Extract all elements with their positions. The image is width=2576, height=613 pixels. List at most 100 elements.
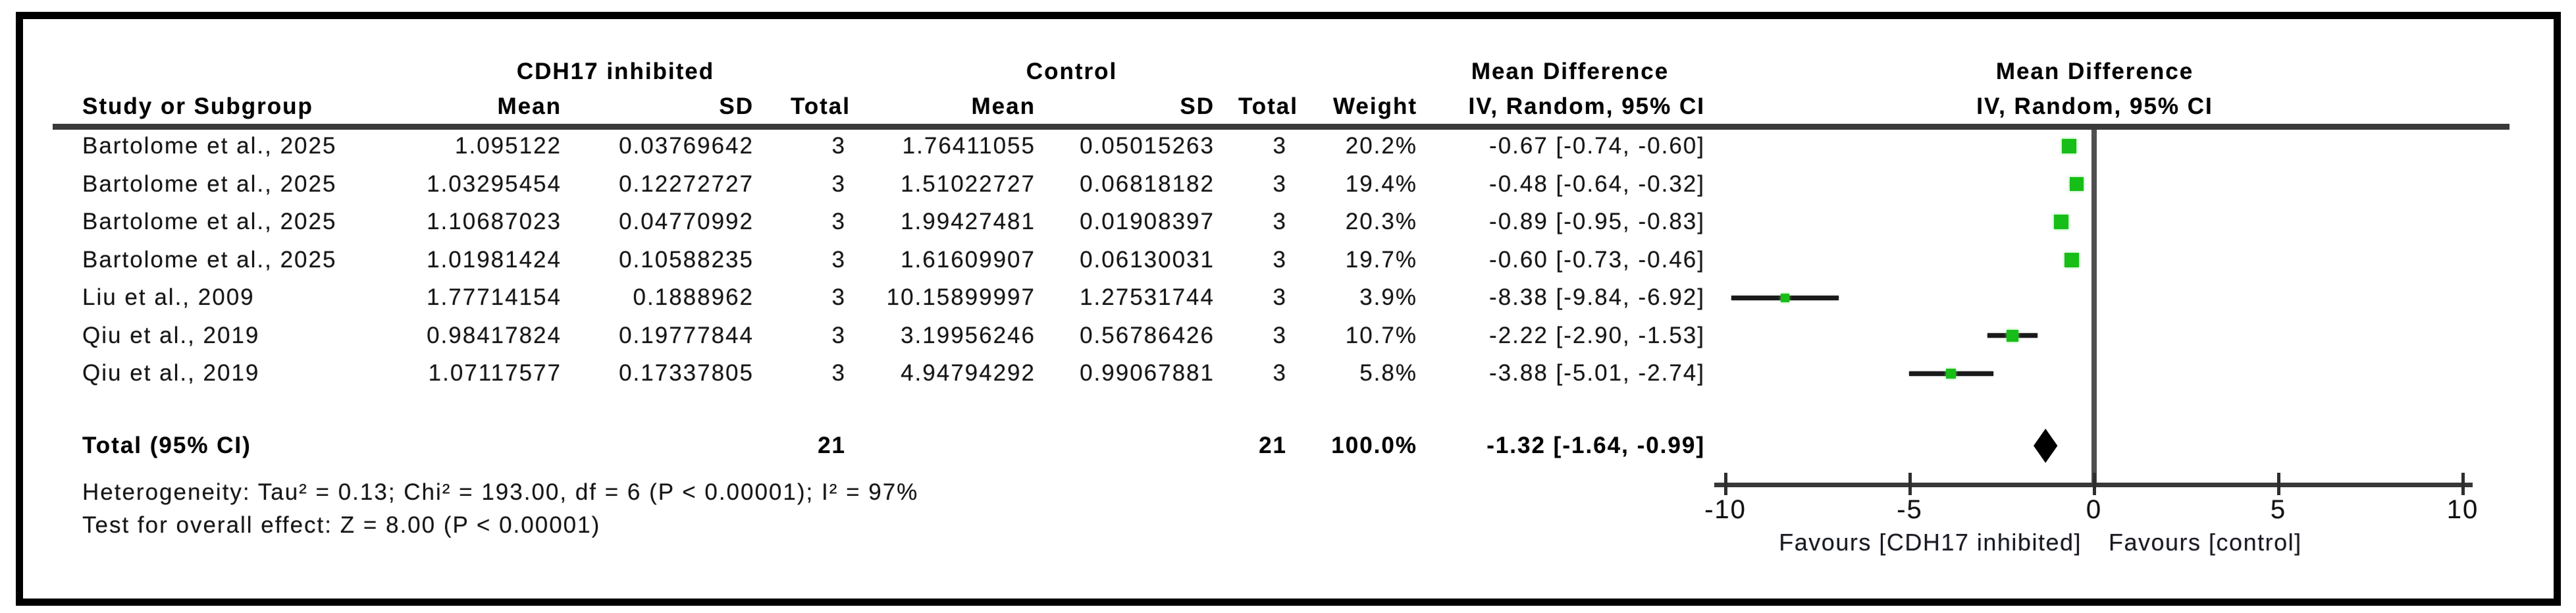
ci-cell: -0.67 [-0.74, -0.60] (1489, 133, 1705, 159)
total2-value: 21 (1259, 433, 1287, 458)
axis-tick (2276, 473, 2280, 495)
mean1-column-header: Mean (497, 93, 562, 119)
weight-column-header: Weight (1332, 93, 1417, 119)
group1-header: CDH17 inhibited (516, 59, 715, 84)
study-label: Qiu et al., 2019 (82, 322, 260, 348)
total1-cell: 3 (831, 284, 846, 310)
heterogeneity-text: Heterogeneity: Tau² = 0.13; Chi² = 193.0… (82, 479, 919, 505)
md-column-subheader: IV, Random, 95% CI (1468, 93, 1705, 119)
effect-size-marker (2054, 215, 2069, 229)
sd2-cell: 0.06130031 (1080, 246, 1215, 273)
total-ci-value: -1.32 [-1.64, -0.99] (1486, 433, 1705, 458)
axis-tick (2092, 473, 2096, 495)
overall-effect-text: Test for overall effect: Z = 8.00 (P < 0… (82, 512, 601, 538)
favours-right-label: Favours [control] (2109, 529, 2302, 556)
favours-left-label: Favours [CDH17 inhibited] (1779, 529, 2082, 556)
study-label: Bartolome et al., 2025 (82, 171, 337, 197)
axis-tick-label: -5 (1897, 495, 1923, 524)
mean2-cell: 4.94794292 (901, 360, 1036, 386)
ci-cell: -0.48 [-0.64, -0.32] (1489, 171, 1705, 197)
mean2-cell: 3.19956246 (901, 322, 1036, 348)
mean2-cell: 1.51022727 (901, 171, 1036, 197)
mean1-cell: 1.03295454 (427, 171, 562, 197)
total1-column-header: Total (790, 93, 851, 119)
axis-tick-label: 5 (2270, 495, 2287, 524)
total2-column-header: Total (1238, 93, 1298, 119)
sd2-cell: 0.01908397 (1080, 209, 1215, 234)
weight-cell: 3.9% (1359, 284, 1417, 310)
study-label: Qiu et al., 2019 (82, 360, 260, 386)
figure-frame (16, 12, 2561, 606)
total2-cell: 3 (1273, 246, 1287, 273)
study-label: Bartolome et al., 2025 (82, 133, 337, 159)
plot-header: Mean Difference (1995, 59, 2194, 84)
sd2-cell: 0.05015263 (1080, 133, 1215, 159)
total2-cell: 3 (1273, 322, 1287, 348)
axis-tick-label: 0 (2086, 495, 2103, 524)
header-separator (53, 124, 2510, 130)
sd1-cell: 0.17337805 (619, 360, 754, 386)
study-label: Bartolome et al., 2025 (82, 246, 337, 273)
mean1-cell: 1.07117577 (428, 360, 562, 386)
sd1-cell: 0.03769642 (619, 133, 754, 159)
sd1-cell: 0.19777844 (619, 322, 754, 348)
total1-cell: 3 (831, 133, 846, 159)
sd1-column-header: SD (719, 93, 754, 119)
sd2-column-header: SD (1180, 93, 1215, 119)
sd2-cell: 0.06818182 (1080, 171, 1215, 197)
effect-size-marker (2064, 252, 2080, 267)
total1-cell: 3 (831, 209, 846, 234)
ci-cell: -2.22 [-2.90, -1.53] (1489, 322, 1705, 348)
effect-size-marker (2069, 177, 2084, 191)
study-label: Liu et al., 2009 (82, 284, 255, 310)
effect-size-marker (2062, 139, 2077, 153)
axis-tick (1908, 473, 1912, 495)
mean2-cell: 1.76411055 (902, 133, 1036, 159)
axis-tick (1723, 473, 1727, 495)
study-label: Bartolome et al., 2025 (82, 209, 337, 234)
weight-cell: 19.7% (1345, 246, 1417, 273)
ci-cell: -0.89 [-0.95, -0.83] (1489, 209, 1705, 234)
sd1-cell: 0.12272727 (619, 171, 754, 197)
weight-cell: 5.8% (1359, 360, 1417, 386)
mean2-cell: 1.99427481 (901, 209, 1036, 234)
sd1-cell: 0.1888962 (633, 284, 754, 310)
sd1-cell: 0.04770992 (619, 209, 754, 234)
weight-cell: 20.3% (1345, 209, 1417, 234)
total2-cell: 3 (1273, 360, 1287, 386)
total1-cell: 3 (831, 322, 846, 348)
mean1-cell: 1.095122 (455, 133, 562, 159)
mean1-cell: 1.10687023 (427, 209, 562, 234)
total2-cell: 3 (1273, 284, 1287, 310)
mean1-cell: 1.77714154 (427, 284, 562, 310)
sd2-cell: 0.99067881 (1080, 360, 1215, 386)
ci-cell: -8.38 [-9.84, -6.92] (1489, 284, 1705, 310)
total2-cell: 3 (1273, 209, 1287, 234)
effect-size-marker (1781, 293, 1790, 302)
effect-size-marker (2006, 329, 2018, 342)
sd2-cell: 0.56786426 (1080, 322, 1215, 348)
mean2-cell: 1.61609907 (901, 246, 1036, 273)
plot-subheader: IV, Random, 95% CI (1976, 93, 2213, 119)
sd1-cell: 0.10588235 (619, 246, 754, 273)
weight-cell: 19.4% (1345, 171, 1417, 197)
axis-tick-label: 10 (2446, 495, 2479, 524)
total1-value: 21 (818, 433, 846, 458)
axis-tick (2461, 473, 2465, 495)
weight-cell: 20.2% (1345, 133, 1417, 159)
study-column-header: Study or Subgroup (82, 93, 313, 119)
axis-tick-label: -10 (1704, 495, 1747, 524)
weight-cell: 10.7% (1345, 322, 1417, 348)
summary-diamond (2034, 429, 2058, 463)
mean1-cell: 0.98417824 (427, 322, 562, 348)
md-column-header: Mean Difference (1471, 59, 1669, 84)
total1-cell: 3 (831, 360, 846, 386)
zero-line (2091, 130, 2097, 487)
mean2-cell: 10.15899997 (886, 284, 1036, 310)
total2-cell: 3 (1273, 171, 1287, 197)
effect-size-marker (1946, 368, 1957, 379)
group2-header: Control (1026, 59, 1118, 84)
total-weight-value: 100.0% (1331, 433, 1417, 458)
total-row-label: Total (95% CI) (82, 433, 251, 458)
sd2-cell: 1.27531744 (1080, 284, 1215, 310)
